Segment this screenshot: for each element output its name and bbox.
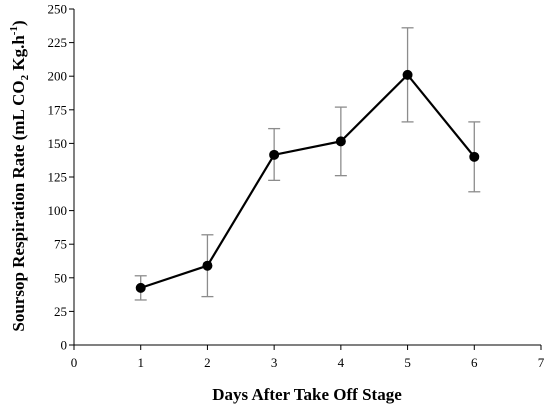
y-tick-label: 0 — [61, 338, 68, 353]
x-tick-label: 4 — [338, 355, 345, 370]
y-tick-label: 50 — [54, 270, 67, 285]
data-point — [335, 136, 346, 147]
y-axis-title: Soursop Respiration Rate (mL CO2 Kg.h-1) — [8, 20, 31, 331]
y-axis-title-superscript: -1 — [8, 26, 20, 35]
x-tick-label: 1 — [137, 355, 144, 370]
data-point — [202, 260, 213, 271]
x-axis-title: Days After Take Off Stage — [212, 385, 402, 404]
y-tick-label: 100 — [48, 203, 68, 218]
x-tick-label: 2 — [204, 355, 211, 370]
y-tick-label: 125 — [48, 170, 68, 185]
y-tick-label: 175 — [48, 102, 68, 117]
data-point — [402, 69, 413, 80]
y-tick-label: 150 — [48, 136, 68, 151]
data-point — [469, 151, 480, 162]
svg-text:Soursop Respiration Rate (mL C: Soursop Respiration Rate (mL CO2 Kg.h-1) — [8, 20, 31, 331]
y-axis-title-subscript: 2 — [19, 74, 31, 80]
y-tick-label: 250 — [48, 2, 68, 17]
x-tick-label: 6 — [471, 355, 478, 370]
y-tick-label: 200 — [48, 69, 68, 84]
x-tick-label: 7 — [538, 355, 545, 370]
y-tick-label: 25 — [54, 304, 67, 319]
y-axis-title-main: Soursop Respiration Rate (mL CO — [9, 80, 28, 331]
x-tick-label: 3 — [271, 355, 278, 370]
series-line — [140, 73, 476, 289]
x-tick-label: 5 — [404, 355, 411, 370]
y-tick-label: 75 — [54, 237, 67, 252]
data-point — [269, 149, 280, 160]
y-axis-title-tail: Kg.h — [9, 35, 28, 75]
x-tick-label: 0 — [71, 355, 78, 370]
y-axis-title-close: ) — [9, 20, 28, 26]
data-point — [135, 282, 146, 293]
y-tick-label: 225 — [48, 35, 68, 50]
